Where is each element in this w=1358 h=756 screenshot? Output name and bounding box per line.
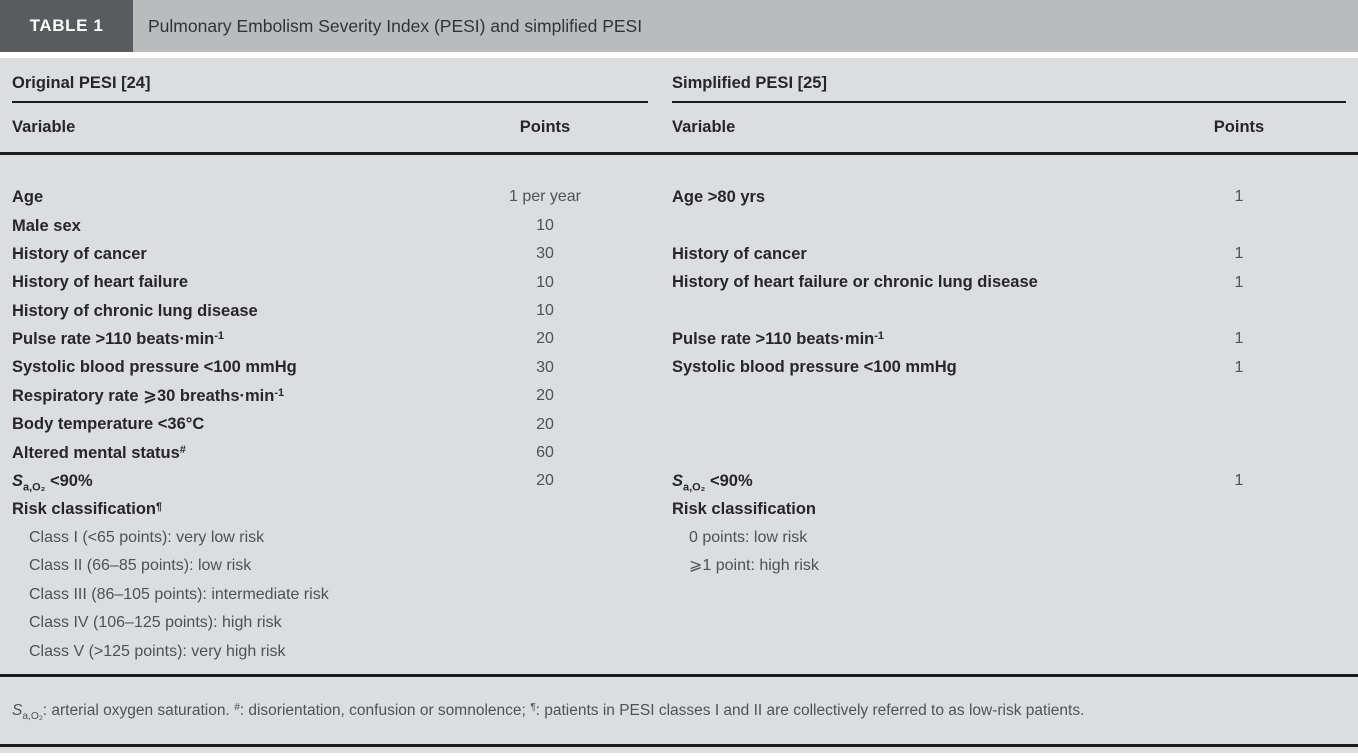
points-cell-right: 1 bbox=[1234, 358, 1244, 376]
column-header-variable-right: Variable bbox=[672, 118, 736, 136]
table-row: History of chronic lung disease 10 bbox=[0, 297, 1358, 325]
column-header-points-right: Points bbox=[1213, 118, 1265, 136]
table-row: Class IV (106–125 points): high risk bbox=[0, 609, 1358, 637]
variable-cell-right: 0 points: low risk bbox=[689, 529, 808, 547]
points-cell-left: 10 bbox=[536, 273, 554, 291]
column-header-points-left: Points bbox=[519, 118, 571, 136]
points-cell-right: 1 bbox=[1234, 273, 1244, 291]
points-cell-left: 20 bbox=[536, 387, 554, 405]
points-cell-right: 1 bbox=[1234, 472, 1244, 490]
points-cell-left: 30 bbox=[536, 245, 554, 263]
variable-cell-right: Sa,O₂ <90% bbox=[672, 472, 753, 494]
points-cell-right: 1 bbox=[1234, 245, 1244, 263]
table-row: Pulse rate >110 beats·min-1 20 Pulse rat… bbox=[0, 325, 1358, 353]
table-row: Risk classification¶ Risk classification bbox=[0, 495, 1358, 523]
points-cell-left: 20 bbox=[536, 472, 554, 490]
variable-cell-right: Pulse rate >110 beats·min-1 bbox=[672, 330, 884, 349]
table-row: History of heart failure 10 History of h… bbox=[0, 268, 1358, 296]
points-cell-left: 10 bbox=[536, 216, 554, 234]
table-row: Altered mental status# 60 bbox=[0, 439, 1358, 467]
variable-cell-left: History of heart failure bbox=[12, 273, 189, 292]
variable-cell-left: Age bbox=[12, 188, 44, 207]
table-row: Respiratory rate ⩾30 breaths·min-1 20 bbox=[0, 382, 1358, 410]
table-row: Class V (>125 points): very high risk bbox=[0, 637, 1358, 665]
variable-cell-right: ⩾1 point: high risk bbox=[689, 557, 819, 575]
variable-cell-right: History of heart failure or chronic lung… bbox=[672, 273, 1038, 292]
table-caption: Pulmonary Embolism Severity Index (PESI)… bbox=[133, 0, 1358, 52]
points-cell-left: 30 bbox=[536, 358, 554, 376]
variable-cell-left: Altered mental status# bbox=[12, 443, 186, 462]
group-header-row: Original PESI [24] Simplified PESI [25] bbox=[0, 58, 1358, 103]
variable-cell-left: Class II (66–85 points): low risk bbox=[29, 557, 252, 575]
table-row: Sa,O₂ <90% 20 Sa,O₂ <90% 1 bbox=[0, 467, 1358, 495]
variable-cell-left: Male sex bbox=[12, 216, 81, 235]
table-panel: Original PESI [24] Simplified PESI [25] … bbox=[0, 58, 1358, 753]
table-number-tag: TABLE 1 bbox=[0, 0, 133, 52]
table-rows: Age 1 per year Age >80 yrs 1 Male sex 10… bbox=[0, 155, 1358, 666]
variable-cell-left: Class IV (106–125 points): high risk bbox=[29, 614, 282, 632]
points-cell-left: 10 bbox=[536, 301, 554, 319]
header-rule bbox=[0, 152, 1358, 155]
points-cell-left: 60 bbox=[536, 443, 554, 461]
group-header-original-pesi: Original PESI [24] bbox=[12, 58, 648, 103]
variable-cell-right: Systolic blood pressure <100 mmHg bbox=[672, 358, 957, 377]
table-row: Class I (<65 points): very low risk 0 po… bbox=[0, 524, 1358, 552]
table-row: Age 1 per year Age >80 yrs 1 bbox=[0, 183, 1358, 211]
footnote-rule bbox=[0, 673, 1358, 677]
table-row: Male sex 10 bbox=[0, 211, 1358, 239]
table-row: Class III (86–105 points): intermediate … bbox=[0, 580, 1358, 608]
group-header-simplified-pesi: Simplified PESI [25] bbox=[672, 58, 1346, 103]
variable-cell-left: Pulse rate >110 beats·min-1 bbox=[12, 330, 224, 349]
table-row: History of cancer 30 History of cancer 1 bbox=[0, 240, 1358, 268]
variable-cell-left: Risk classification¶ bbox=[12, 500, 163, 519]
variable-cell-left: History of cancer bbox=[12, 244, 147, 263]
variable-cell-left: Class III (86–105 points): intermediate … bbox=[29, 585, 329, 603]
variable-cell-left: History of chronic lung disease bbox=[12, 301, 258, 320]
variable-cell-left: Respiratory rate ⩾30 breaths·min-1 bbox=[12, 386, 285, 405]
table-row: Body temperature <36°C 20 bbox=[0, 410, 1358, 438]
column-header-variable-left: Variable bbox=[12, 118, 76, 136]
variable-cell-left: Sa,O₂ <90% bbox=[12, 472, 93, 494]
variable-cell-right: Risk classification bbox=[672, 500, 816, 519]
points-cell-left: 20 bbox=[536, 415, 554, 433]
variable-cell-right: History of cancer bbox=[672, 244, 807, 263]
column-header-row: Variable Points Variable Points bbox=[0, 103, 1358, 152]
table-row: Systolic blood pressure <100 mmHg 30 Sys… bbox=[0, 353, 1358, 381]
variable-cell-left: Body temperature <36°C bbox=[12, 415, 205, 434]
points-cell-left: 20 bbox=[536, 330, 554, 348]
points-cell-left: 1 per year bbox=[508, 188, 582, 206]
table-footnote: Sa,O₂: arterial oxygen saturation. #: di… bbox=[12, 701, 1085, 722]
variable-cell-right: Age >80 yrs bbox=[672, 188, 766, 207]
variable-cell-left: Class V (>125 points): very high risk bbox=[29, 642, 286, 660]
points-cell-right: 1 bbox=[1234, 188, 1244, 206]
variable-cell-left: Class I (<65 points): very low risk bbox=[29, 529, 265, 547]
title-panel-divider bbox=[0, 52, 1358, 58]
table-title-bar: TABLE 1 Pulmonary Embolism Severity Inde… bbox=[0, 0, 1358, 52]
table-row: Class II (66–85 points): low risk ⩾1 poi… bbox=[0, 552, 1358, 580]
bottom-rule bbox=[0, 743, 1358, 747]
variable-cell-left: Systolic blood pressure <100 mmHg bbox=[12, 358, 297, 377]
points-cell-right: 1 bbox=[1234, 330, 1244, 348]
